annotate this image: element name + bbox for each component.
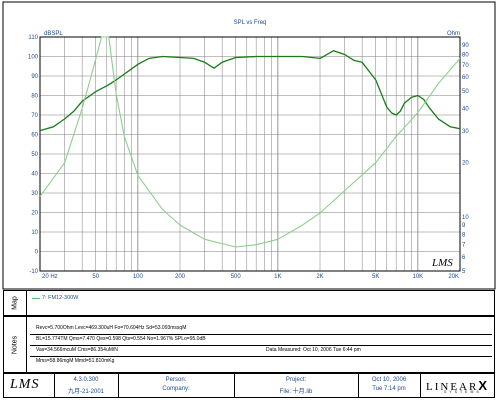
notes-left-text: Vas=34.566mcuM Cms=86.354uM/N	[36, 347, 118, 353]
right-tick-label: 30	[462, 129, 469, 135]
notes-panel: Notes Revc=5.700Ohm Levc=469.300uH Fo=70…	[3, 316, 495, 373]
series-layer	[39, 36, 461, 248]
map-panel: Map 7: FM12-300W	[3, 290, 495, 316]
footer: LMS 4.3.0.300 九月-21-2001 Person: Company…	[3, 373, 495, 398]
footer-time: Tue 7:14 pm	[372, 386, 406, 392]
right-tick-label: 70	[462, 63, 469, 69]
grid	[39, 36, 461, 272]
notes-right-text: Data Measured: Oct 10, 2006 Tue 6:44 pm	[266, 347, 361, 353]
x-tick-label: 100	[133, 274, 144, 280]
right-axis-unit: Ohm	[447, 31, 460, 37]
x-tick-label: 5K	[372, 274, 379, 280]
right-tick-label: 50	[462, 89, 469, 95]
left-tick-label: 60	[31, 133, 38, 139]
left-tick-label: 110	[28, 35, 38, 41]
x-tick-label: 20 Hz	[42, 274, 58, 280]
right-tick-label: 7	[462, 243, 466, 249]
x-tick-label: 1K	[274, 274, 281, 280]
footer-date: Oct 10, 2006	[371, 377, 407, 383]
right-axis-ticks: 90 80 70 60 50 40 30 20 10 9 8 7 6 5	[462, 43, 469, 275]
version-text: 4.3.0.300	[73, 377, 99, 383]
footer-version-cell: 4.3.0.300 九月-21-2001	[54, 374, 119, 397]
right-tick-label: 60	[462, 75, 469, 81]
right-tick-label: 20	[462, 161, 469, 167]
right-tick-label: 10	[462, 215, 469, 221]
left-axis-unit: dBSPL	[44, 31, 63, 37]
right-tick-label: 80	[462, 52, 469, 58]
left-tick-label: 70	[31, 113, 38, 119]
right-tick-label: 6	[462, 255, 466, 261]
right-tick-label: 40	[462, 107, 469, 113]
notes-row: Revc=5.700Ohm Levc=469.300uH Fo=70.604Hz…	[30, 324, 492, 335]
left-tick-label: 100	[28, 55, 39, 61]
brand-subtitle: SYSTEMS	[444, 390, 482, 394]
legend-swatch	[32, 298, 40, 299]
map-side-label: Map	[4, 291, 27, 315]
footer-date-cell: Oct 10, 2006 Tue 7:14 pm	[358, 374, 421, 397]
left-tick-label: -10	[29, 269, 38, 275]
notes-row: Mms=58.86mgM Mmd=51.810mKg	[30, 357, 492, 367]
left-tick-label: 30	[31, 191, 38, 197]
brand-logo: LINEARX	[426, 378, 489, 393]
x-tick-label: 20K	[448, 274, 459, 280]
company-label: Company:	[162, 386, 190, 392]
left-tick-label: 80	[31, 94, 38, 100]
notes-row: BL=15.774TM Qms=7.470 Qes=0.598 Qts=0.55…	[30, 335, 492, 346]
x-tick-label: 50	[92, 274, 99, 280]
notes-left-text: BL=15.774TM Qms=7.470 Qes=0.598 Qts=0.55…	[36, 336, 206, 342]
notes-left-text: Mms=58.86mgM Mmd=51.810mKg	[36, 358, 115, 364]
chart-title: SPL vs Freq	[234, 20, 267, 26]
project-label: Project:	[285, 377, 307, 383]
lms-logo: LMS	[10, 377, 40, 392]
plot-area	[39, 36, 461, 272]
x-tick-label: 2K	[316, 274, 323, 280]
left-tick-label: 20	[31, 211, 38, 217]
left-tick-label: 50	[31, 152, 38, 158]
notes-row: Vas=34.566mcuM Cms=86.354uM/N Data Measu…	[30, 346, 492, 357]
right-tick-label: 8	[462, 232, 466, 238]
spl-series-line	[39, 50, 461, 132]
chart-frame	[2, 1, 496, 290]
left-tick-label: 10	[31, 230, 38, 236]
x-tick-label: 10K	[413, 274, 424, 280]
chart-lms-logo: LMS	[431, 257, 453, 269]
spl-vs-freq-chart: SPL vs Freq dBSPL Ohm 110100908070605040…	[2, 1, 496, 290]
footer-project-cell: Project: File: 十月.lib	[234, 374, 359, 397]
x-axis-ticks: 20 Hz 50 100 200 500 1K 2K 5K 10K 20K	[42, 274, 459, 280]
notes-left-text: Revc=5.700Ohm Levc=469.300uH Fo=70.604Hz…	[36, 325, 187, 331]
footer-brand-cell: LINEARX SYSTEMS	[420, 374, 494, 397]
left-tick-label: 90	[31, 74, 38, 80]
left-tick-label: 0	[35, 250, 39, 256]
x-tick-label: 500	[231, 274, 242, 280]
version-date: 九月-21-2001	[67, 389, 105, 395]
notes-side-label: Notes	[4, 317, 27, 372]
footer-logo-cell: LMS	[4, 374, 55, 397]
footer-person-cell: Person: Company:	[118, 374, 235, 397]
x-tick-label: 200	[175, 274, 186, 280]
file-label: File: 十月.lib	[279, 389, 313, 395]
right-tick-label: 9	[462, 223, 466, 229]
left-tick-label: 40	[31, 172, 38, 178]
legend-entry[interactable]: 7: FM12-300W	[42, 295, 79, 301]
impedance-series-line	[39, 36, 461, 248]
right-tick-label: 5	[462, 269, 466, 275]
right-tick-label: 90	[462, 43, 469, 49]
person-label: Person:	[165, 377, 187, 383]
